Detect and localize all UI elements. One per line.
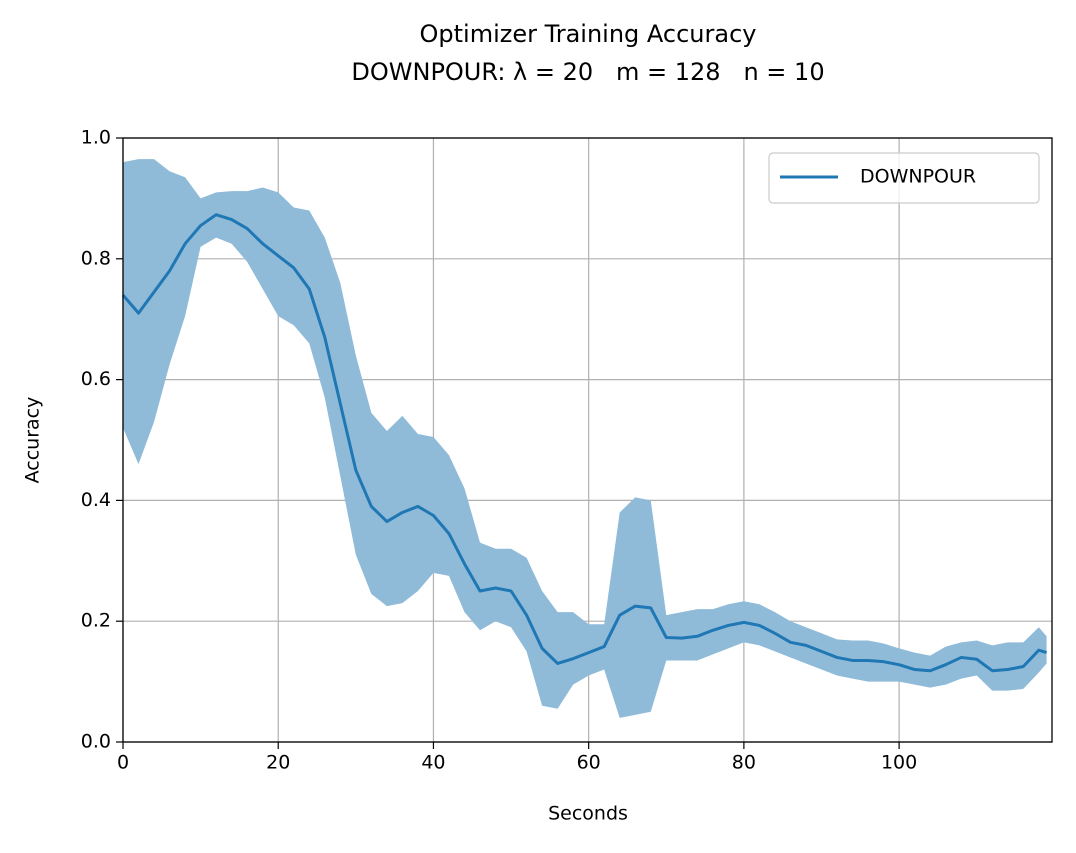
x-tick-label: 40 (421, 752, 445, 774)
x-tick-label: 0 (117, 752, 129, 774)
line (121, 213, 1048, 673)
chart-title: Optimizer Training Accuracy (419, 20, 756, 48)
x-axis-label: Seconds (548, 803, 628, 825)
legend-box (768, 152, 1040, 204)
y-tick-label: 1.0 (81, 127, 111, 149)
y-tick-label: 0.2 (81, 610, 111, 632)
y-axis-label: Accuracy (22, 397, 44, 484)
chart-subtitle: DOWNPOUR: λ = 20 m = 128 n = 10 (351, 58, 824, 86)
y-tick-label: 0.6 (81, 368, 111, 390)
legend-label: DOWNPOUR (860, 166, 976, 188)
x-tick-label: 60 (577, 752, 601, 774)
x-tick-label: 80 (732, 752, 756, 774)
x-tick-label: 20 (266, 752, 290, 774)
y-tick-label: 0.8 (81, 247, 111, 269)
x-tick-label: 100 (881, 752, 917, 774)
plot-frame (122, 137, 1053, 743)
y-tick-label: 0.0 (81, 731, 111, 753)
y-tick-label: 0.4 (81, 489, 111, 511)
